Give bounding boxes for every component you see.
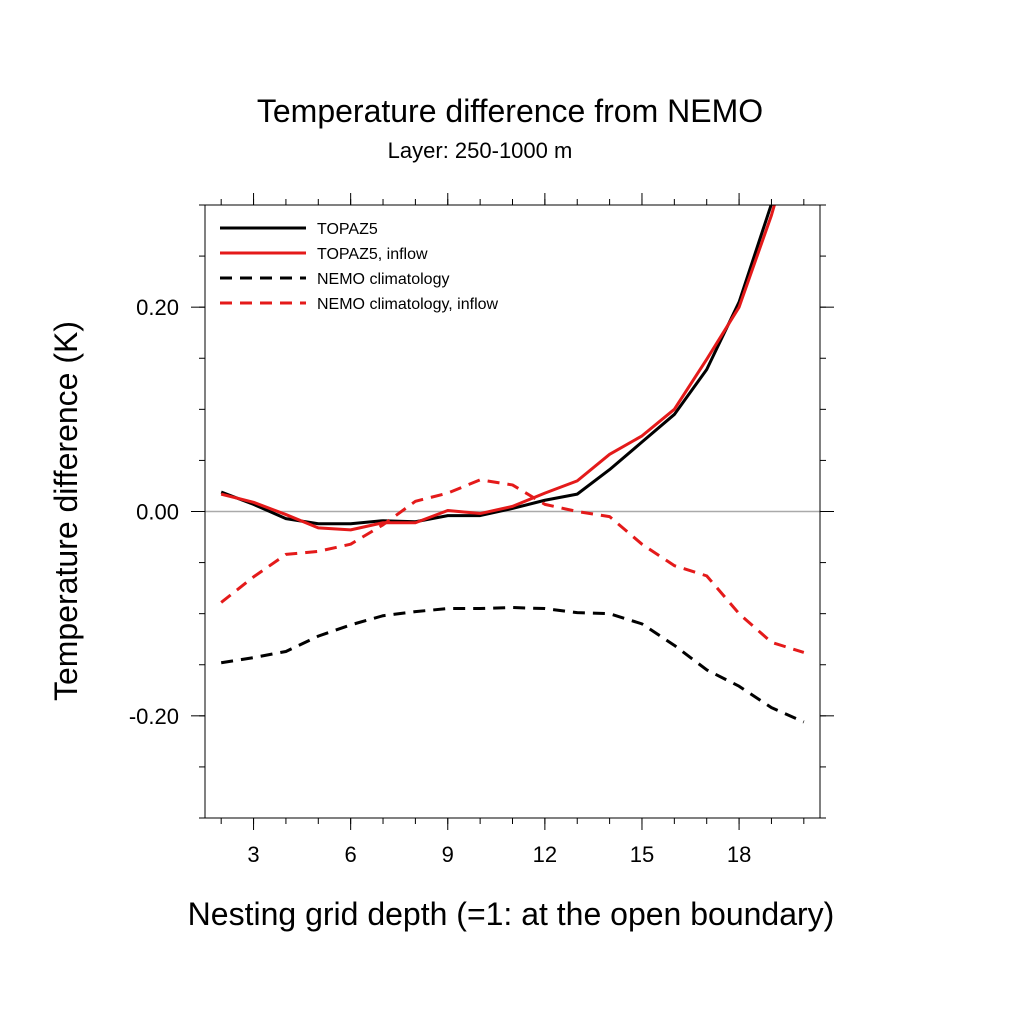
- series-line-2: [220, 205, 776, 532]
- x-tick-label: 3: [247, 842, 259, 867]
- x-tick-label: 18: [727, 842, 751, 867]
- x-tick-label: 12: [533, 842, 557, 867]
- y-tick-label: 0.20: [136, 295, 179, 320]
- legend-label-3: NEMO climatology: [317, 271, 449, 288]
- tick-layer: 3 6 9 12 15 18 -0.20 0.00 0.20: [129, 193, 834, 867]
- legend-label-4: NEMO climatology, inflow: [317, 296, 499, 313]
- legend: TOPAZ5 TOPAZ5, inflow NEMO climatology NEMO…: [220, 221, 499, 313]
- chart-title: Temperature difference from NEMO: [257, 93, 763, 129]
- y-tick-label: -0.20: [129, 704, 179, 729]
- x-tick-label: 15: [630, 842, 654, 867]
- y-tick-label: 0.00: [136, 500, 179, 525]
- series-line-3: [220, 606, 805, 724]
- chart-subtitle: Layer: 250-1000 m: [388, 138, 573, 163]
- x-tick-label: 6: [345, 842, 357, 867]
- series-line-1: [220, 205, 773, 526]
- legend-label-1: TOPAZ5: [317, 221, 378, 238]
- x-axis-label: Nesting grid depth (=1: at the open boun…: [188, 896, 835, 932]
- series-layer: [220, 205, 805, 724]
- legend-label-2: TOPAZ5, inflow: [317, 246, 428, 263]
- series-line-4: [220, 478, 805, 654]
- x-tick-label: 9: [442, 842, 454, 867]
- y-axis-label: Temperature difference (K): [48, 321, 84, 701]
